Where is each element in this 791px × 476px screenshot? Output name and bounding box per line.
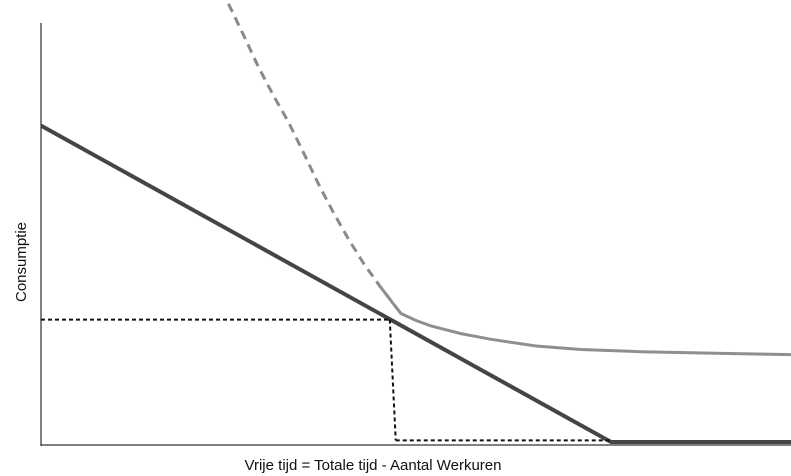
- indifference-curve-solid: [377, 283, 791, 357]
- y-axis-label: Consumptie: [13, 222, 30, 302]
- budget-line: [40, 123, 791, 444]
- x-axis-label: Vrije tijd = Totale tijd - Aantal Werkur…: [245, 457, 502, 474]
- indifference-curve-dashed: [227, 3, 403, 315]
- leisure-projection-line: [388, 319, 397, 441]
